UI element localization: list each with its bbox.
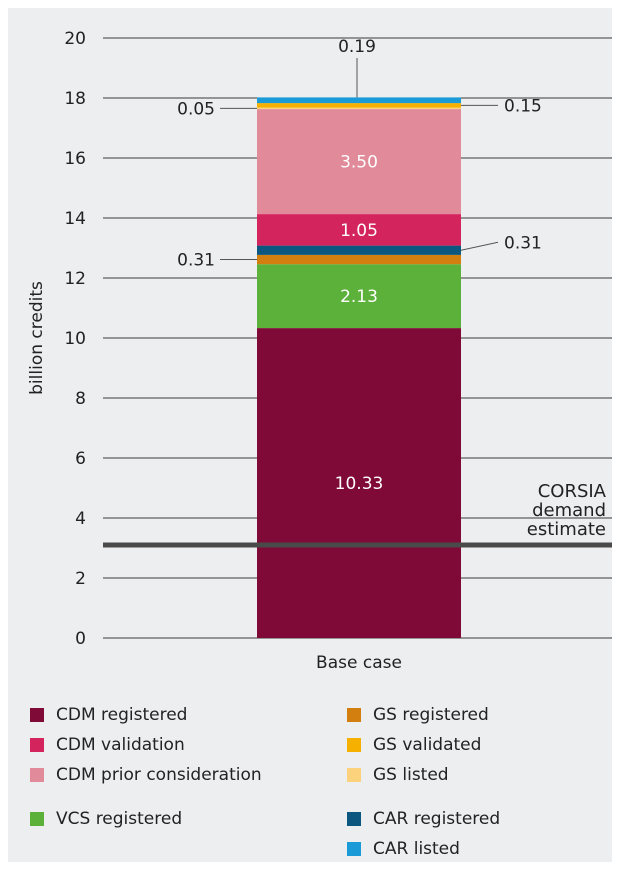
bar-segment-car-listed: [257, 97, 461, 104]
legend-swatch: [30, 738, 44, 752]
segment-callout-label: 0.19: [338, 37, 376, 57]
segment-value-label: 2.13: [340, 287, 378, 307]
bar-segment-gs-registered: [257, 254, 461, 265]
y-tick-label: 0: [75, 629, 86, 649]
bar-segment-cdm-prior-consideration: [257, 109, 461, 215]
legend-item: CDM validation: [30, 734, 185, 756]
legend-label: CDM validation: [56, 735, 185, 755]
legend-item: CDM prior consideration: [30, 764, 262, 786]
legend-swatch: [30, 768, 44, 782]
legend-swatch: [347, 842, 361, 856]
reference-line-label: demand: [532, 500, 606, 521]
y-tick-label: 2: [75, 569, 86, 589]
segment-value-label: 1.05: [340, 221, 378, 241]
legend-swatch: [347, 812, 361, 826]
segment-value-label: 3.50: [340, 153, 378, 173]
reference-line-label: CORSIA: [538, 481, 607, 502]
segment-callout-label: 0.15: [504, 96, 542, 116]
segment-callout-label: 0.31: [504, 233, 542, 253]
x-category-label: Base case: [316, 653, 402, 673]
legend-label: VCS registered: [56, 809, 183, 829]
legend-swatch: [347, 708, 361, 722]
legend-label: GS listed: [373, 765, 449, 785]
bar-segment-car-registered: [257, 245, 461, 255]
y-tick-label: 12: [64, 269, 86, 289]
y-tick-label: 6: [75, 449, 86, 469]
legend-item: CAR listed: [347, 838, 460, 860]
bar-segment-cdm-validation: [257, 214, 461, 246]
y-tick-label: 10: [64, 329, 86, 349]
legend-item: CAR registered: [347, 808, 500, 830]
bar-segment-gs-validated: [257, 103, 461, 108]
y-tick-label: 18: [64, 89, 86, 109]
legend-swatch: [30, 708, 44, 722]
legend-item: VCS registered: [30, 808, 182, 830]
y-tick-label: 8: [75, 389, 86, 409]
bar-segment-cdm-registered: [257, 328, 461, 638]
stacked-bar-chart: 0 2 4 6 8 10 12 14 16 18 20 billion credits 10.33 2.1…: [27, 29, 612, 673]
reference-line-label: estimate: [527, 519, 606, 540]
legend-label: GS validated: [373, 735, 482, 755]
legend-label: CDM registered: [56, 705, 188, 725]
legend-swatch: [347, 768, 361, 782]
legend-item: GS validated: [347, 734, 481, 756]
legend-item: GS registered: [347, 704, 489, 726]
y-axis-title: billion credits: [27, 281, 47, 395]
y-tick-label: 14: [64, 209, 86, 229]
legend-item: GS listed: [347, 764, 449, 786]
legend-swatch: [347, 738, 361, 752]
legend-swatch: [30, 812, 44, 826]
legend-item: CDM registered: [30, 704, 187, 726]
legend-label: CAR registered: [373, 809, 501, 829]
y-tick-label: 16: [64, 149, 86, 169]
legend-label: CDM prior consideration: [56, 765, 262, 785]
legend-label: CAR listed: [373, 839, 460, 859]
legend-label: GS registered: [373, 705, 489, 725]
bar-segment-vcs-registered: [257, 264, 461, 329]
bar-segment-gs-listed: [257, 107, 461, 110]
y-tick-label: 4: [75, 509, 86, 529]
segment-callout-label: 0.31: [177, 251, 215, 271]
segment-value-label: 10.33: [335, 474, 384, 494]
callout-line: [460, 241, 499, 251]
y-tick-label: 20: [64, 29, 86, 49]
chart-panel: 0 2 4 6 8 10 12 14 16 18 20 billion credits 10.33 2.1…: [8, 8, 612, 862]
segment-callout-label: 0.05: [177, 99, 215, 119]
